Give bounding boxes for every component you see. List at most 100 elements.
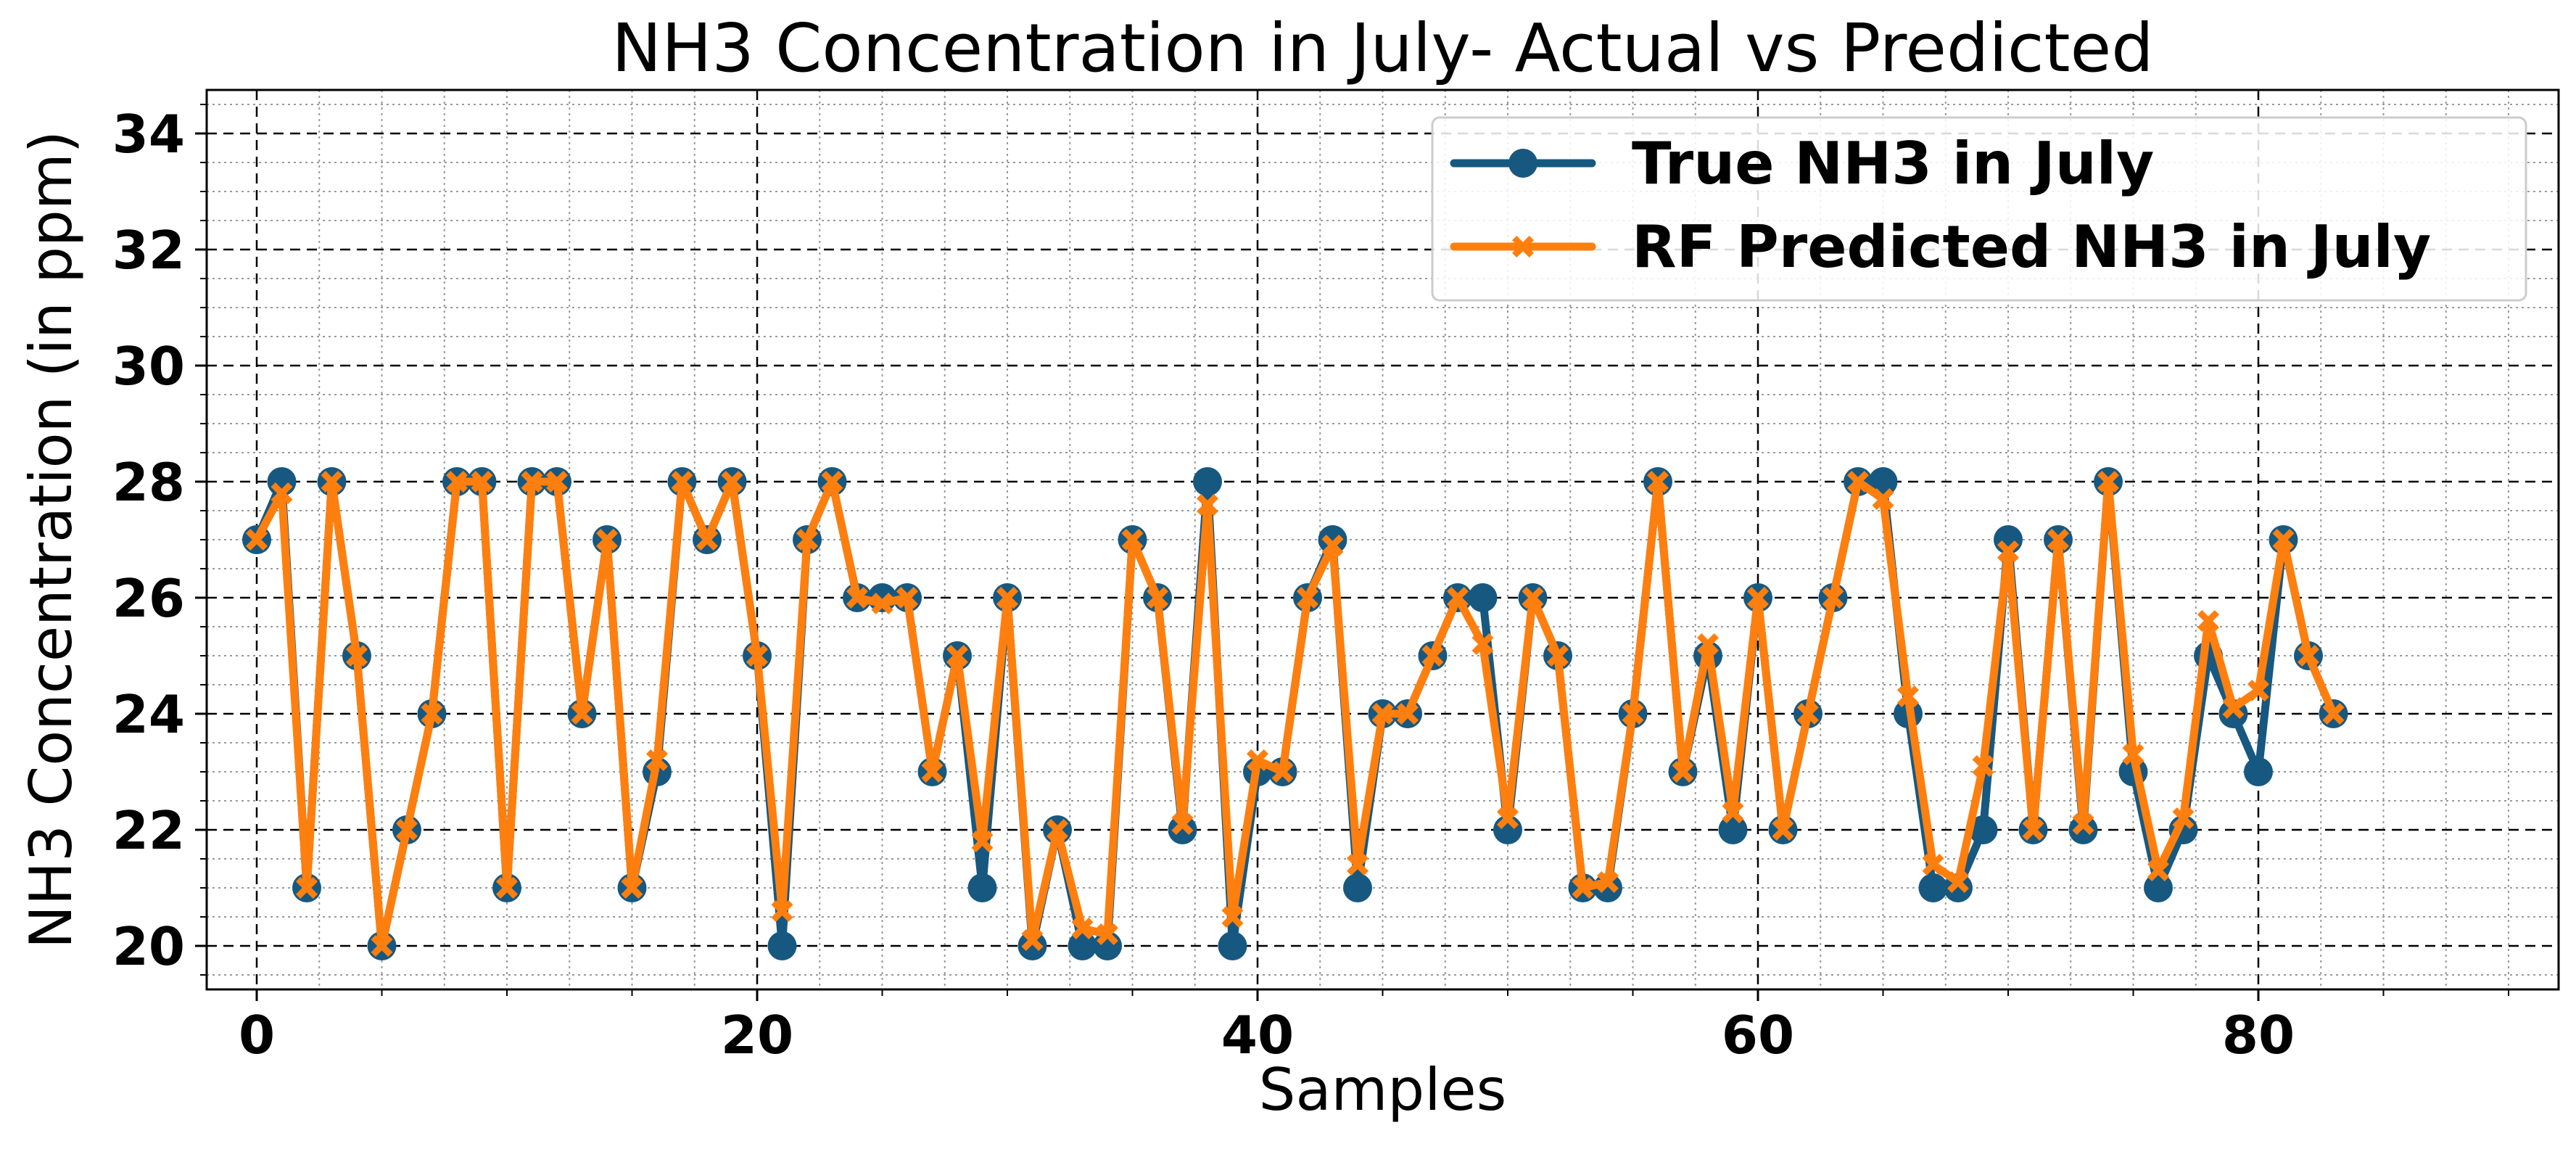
x-tick-label: 0 (239, 1005, 275, 1066)
predicted-nh3-point (1471, 633, 1494, 655)
y-tick-label: 34 (112, 104, 185, 165)
predicted-nh3-point (321, 471, 343, 493)
true-nh3-point (1193, 467, 1222, 496)
true-nh3-point (1343, 873, 1372, 902)
predicted-nh3-point (2247, 680, 2269, 701)
predicted-nh3-point (2222, 697, 2245, 719)
predicted-nh3-point (2022, 819, 2044, 841)
predicted-nh3-point (246, 529, 268, 551)
predicted-nh3-point (1171, 813, 1194, 835)
predicted-nh3-point (2147, 860, 2169, 881)
true-nh3-point (2244, 757, 2273, 786)
predicted-nh3-point (1197, 494, 1218, 516)
predicted-nh3-point (1847, 471, 1869, 493)
predicted-nh3-point (1097, 923, 1118, 945)
legend-true-marker (1508, 149, 1537, 178)
y-tick-label: 32 (112, 220, 185, 281)
predicted-nh3-point (1321, 535, 1344, 556)
predicted-nh3-point (396, 819, 418, 841)
predicted-nh3-point (1997, 540, 2019, 562)
legend-true-label: True NH3 in July (1632, 130, 2154, 197)
plot-frame (205, 88, 2560, 991)
predicted-nh3-point (1622, 703, 1644, 725)
true-nh3-point (1017, 931, 1047, 960)
predicted-nh3-point (896, 587, 918, 609)
axis-ticks: 0 20 40 60 80 20 22 24 26 28 30 32 34 (112, 104, 2509, 1066)
predicted-nh3-point (2197, 610, 2219, 632)
true-nh3-point (1468, 583, 1498, 612)
true-nh3-point (2068, 815, 2098, 844)
predicted-nh3-point (571, 703, 593, 725)
predicted-nh3-point (521, 471, 543, 493)
y-tick-label: 22 (112, 800, 185, 861)
predicted-nh3-line (252, 477, 2337, 950)
x-tick-label: 40 (1221, 1005, 1294, 1066)
predicted-nh3-point (1297, 587, 1318, 609)
legend-predicted-marker (1512, 236, 1534, 258)
predicted-nh3-point (1597, 871, 1619, 893)
predicted-nh3-point (421, 703, 443, 725)
legend: True NH3 in July RF Predicted NH3 in Jul… (1431, 116, 2527, 302)
predicted-nh3-point (2047, 529, 2069, 551)
y-tick-label: 28 (112, 452, 185, 513)
predicted-nh3-point (2172, 807, 2195, 829)
predicted-nh3-point (1522, 587, 1544, 609)
plot-area (242, 467, 2348, 960)
predicted-nh3-point (1497, 807, 1519, 829)
x-axis-label: Samples (1259, 1056, 1507, 1124)
true-nh3-point (1718, 815, 1748, 844)
predicted-nh3-point (471, 471, 493, 493)
predicted-nh3-point (1772, 819, 1794, 841)
predicted-nh3-point (1747, 587, 1769, 609)
predicted-nh3-point (1447, 587, 1469, 609)
y-axis-label: NH3 Concentration (in ppm) (17, 131, 85, 949)
y-tick-label: 26 (112, 568, 185, 629)
predicted-nh3-point (1547, 645, 1569, 667)
series-rf-predicted-nh3 (246, 471, 2345, 957)
predicted-nh3-point (771, 900, 793, 922)
predicted-nh3-point (371, 935, 393, 957)
true-nh3-point (1318, 525, 1347, 554)
true-nh3-point (2144, 873, 2173, 902)
predicted-nh3-point (446, 471, 468, 493)
true-nh3-point (1168, 815, 1197, 844)
predicted-nh3-point (2272, 529, 2295, 551)
predicted-nh3-point (2298, 645, 2319, 667)
predicted-nh3-point (621, 877, 643, 899)
predicted-nh3-point (2097, 471, 2119, 493)
predicted-nh3-point (821, 471, 843, 493)
true-nh3-point (767, 931, 797, 960)
predicted-nh3-point (646, 749, 668, 771)
predicted-nh3-point (1697, 633, 1719, 655)
predicted-nh3-point (1247, 749, 1268, 771)
predicted-nh3-point (1021, 929, 1044, 951)
true-nh3-point (1218, 931, 1247, 960)
predicted-nh3-point (696, 529, 718, 551)
predicted-nh3-point (671, 471, 693, 493)
predicted-nh3-point (1572, 877, 1594, 899)
predicted-nh3-point (296, 877, 318, 899)
predicted-nh3-point (1647, 471, 1669, 493)
predicted-nh3-point (1797, 703, 1819, 725)
true-nh3-point (967, 873, 997, 902)
predicted-nh3-point (1922, 854, 1944, 876)
predicted-nh3-point (921, 761, 944, 783)
legend-predicted-label: RF Predicted NH3 in July (1632, 213, 2431, 281)
x-tick-label: 60 (1722, 1005, 1794, 1066)
predicted-nh3-point (1071, 918, 1094, 939)
true-nh3-point (1868, 467, 1898, 496)
predicted-nh3-point (796, 529, 818, 551)
predicted-nh3-point (946, 645, 968, 667)
y-tick-label: 20 (112, 916, 185, 977)
predicted-nh3-point (846, 587, 868, 609)
predicted-nh3-point (1221, 906, 1244, 928)
predicted-nh3-point (546, 471, 568, 493)
x-tick-label: 80 (2222, 1005, 2295, 1066)
legend-box (1431, 116, 2527, 302)
x-tick-label: 20 (721, 1005, 793, 1066)
predicted-nh3-point (1347, 854, 1368, 876)
true-nh3-point (1068, 931, 1097, 960)
predicted-nh3-point (2122, 744, 2144, 765)
